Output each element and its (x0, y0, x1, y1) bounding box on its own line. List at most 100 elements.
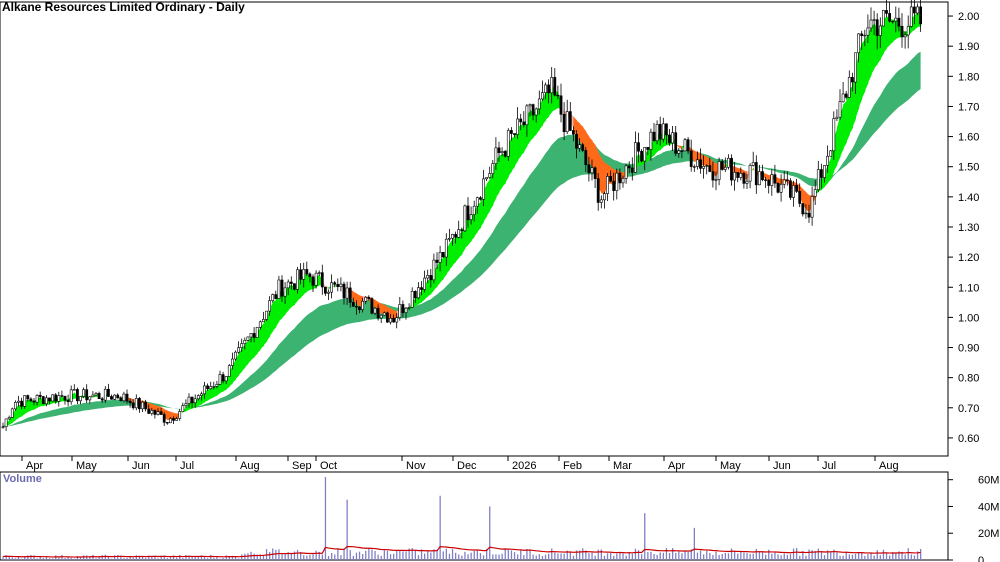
candle-body (500, 151, 504, 153)
volume-bar (579, 550, 581, 560)
short-term-ribbon-segment (588, 136, 593, 166)
candle-body (57, 395, 61, 402)
candle-body (888, 13, 892, 22)
volume-bar (513, 552, 516, 560)
volume-bar (445, 548, 447, 560)
volume-bar (492, 554, 494, 560)
volume-bar (300, 551, 302, 560)
time-tick-label: Dec (457, 460, 477, 472)
volume-bar (337, 548, 339, 560)
price-tick-label: 1.40 (958, 192, 979, 204)
candle-body (869, 19, 873, 29)
volume-bar (715, 551, 717, 560)
volume-bar (889, 555, 891, 560)
volume-bar (637, 550, 640, 560)
volume-bar (845, 551, 847, 560)
candle-body (373, 307, 377, 314)
candle-body (103, 388, 107, 401)
volume-bar (70, 557, 72, 560)
candle-body (451, 234, 454, 239)
candle-body (640, 150, 644, 162)
candle-body (85, 389, 89, 401)
candle-body (153, 410, 157, 415)
candle-body (599, 199, 603, 203)
candle-body (482, 178, 485, 200)
candle-body (308, 273, 312, 278)
volume-bar (117, 555, 119, 560)
candle-body (447, 237, 451, 240)
candle-body (280, 279, 284, 297)
volume-bar (749, 553, 751, 560)
short-term-ribbon-segment (542, 91, 547, 126)
candle-body (544, 84, 547, 93)
candle-body (661, 123, 665, 140)
volume-bar (107, 556, 110, 560)
volume-bar (86, 555, 88, 560)
volume-bar (668, 553, 671, 560)
time-tick-label: Oct (320, 460, 337, 472)
candle-body (633, 142, 637, 173)
volume-bar (740, 552, 742, 560)
candle-body (370, 298, 374, 314)
candle-body (17, 400, 20, 403)
candle-body (537, 98, 541, 110)
chart-title: Alkane Resources Limited Ordinary - Dail… (2, 0, 245, 14)
volume-bar (11, 557, 13, 560)
candle-body (7, 417, 11, 420)
volume-bar (448, 553, 451, 560)
volume-bar (228, 556, 230, 560)
candle-body (110, 396, 113, 400)
volume-bar (83, 555, 85, 560)
candle-body (615, 172, 619, 191)
short-term-ribbon-segment (520, 124, 525, 156)
candle-body (410, 291, 414, 308)
volume-bar (216, 556, 218, 560)
candle-body (655, 124, 659, 142)
volume-bar (827, 550, 829, 560)
candle-body (286, 281, 290, 289)
price-tick-label: 1.90 (958, 41, 979, 53)
short-term-ribbon-segment (477, 201, 481, 232)
volume-bar (597, 549, 599, 560)
candle-body (804, 212, 808, 215)
time-tick-label: Sep (292, 460, 312, 472)
volume-bar (430, 552, 432, 560)
short-term-ribbon-segment (179, 410, 184, 416)
candle-body (398, 304, 402, 318)
volume-bar (73, 558, 75, 560)
candle-body (618, 172, 622, 184)
short-term-ribbon-segment (244, 340, 249, 368)
volume-bar (58, 557, 60, 560)
volume-bar (851, 554, 854, 560)
volume-bar (194, 556, 196, 560)
short-term-ribbon-segment (328, 286, 333, 290)
volume-bar (885, 553, 888, 560)
candle-body (367, 296, 371, 299)
candle-body (141, 401, 144, 410)
candle-body (813, 189, 817, 197)
candle-body (234, 351, 237, 360)
volume-bar (154, 555, 156, 560)
short-term-ribbon-segment (213, 385, 218, 398)
volume-bar (712, 554, 714, 560)
volume-bar (470, 552, 472, 560)
candle-body (668, 134, 671, 144)
volume-bar (647, 552, 649, 560)
volume-bar (523, 555, 525, 560)
volume-bar (687, 551, 689, 560)
volume-bar (892, 552, 894, 560)
volume-bar (188, 555, 190, 560)
candle-body (773, 174, 777, 184)
volume-bar (309, 554, 311, 560)
volume-bar (420, 549, 423, 560)
volume-bar (746, 552, 748, 560)
volume-bar (172, 555, 175, 560)
volume-bar (123, 558, 125, 560)
volume-bar (572, 555, 575, 560)
candle-body (643, 147, 647, 162)
candle-body (531, 104, 535, 116)
volume-bar (895, 553, 897, 560)
candle-body (717, 161, 721, 180)
volume-bar (551, 548, 553, 560)
